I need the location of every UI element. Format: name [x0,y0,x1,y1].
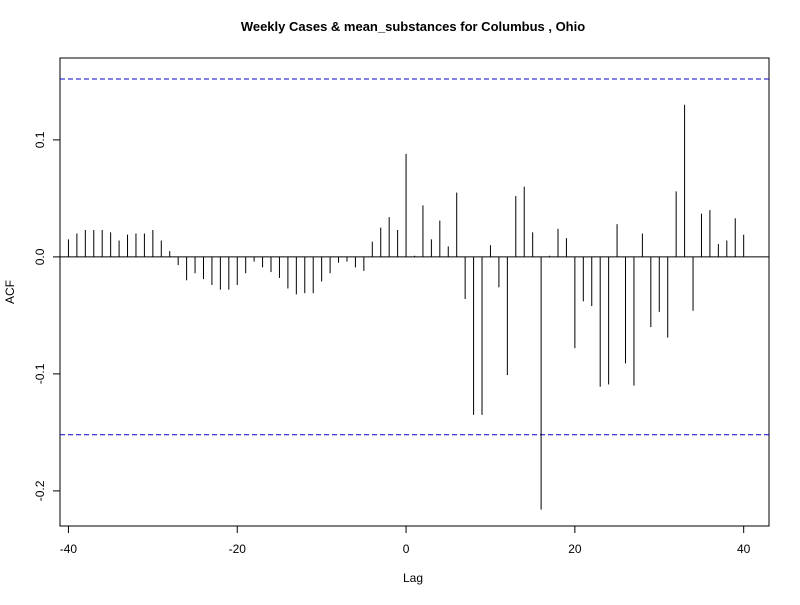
x-tick-label: -20 [229,542,247,556]
x-tick-label: 40 [737,542,751,556]
y-tick-label: -0.1 [33,363,47,384]
y-axis: -0.2 -0.1 0.0 0.1 [33,131,60,501]
x-axis-label: Lag [403,571,423,585]
x-tick-label: 20 [568,542,582,556]
y-tick-label: -0.2 [33,480,47,501]
plot-frame [59,57,770,527]
y-axis-label: ACF [3,280,17,304]
x-axis: -40 -20 0 20 40 [60,526,751,556]
bars-layer [60,78,769,510]
x-tick-label: 0 [403,542,410,556]
y-tick-label: 0.1 [33,131,47,148]
chart-title: Weekly Cases & mean_substances for Colum… [241,19,585,34]
y-tick-label: 0.0 [33,248,47,265]
x-tick-label: -40 [60,542,78,556]
